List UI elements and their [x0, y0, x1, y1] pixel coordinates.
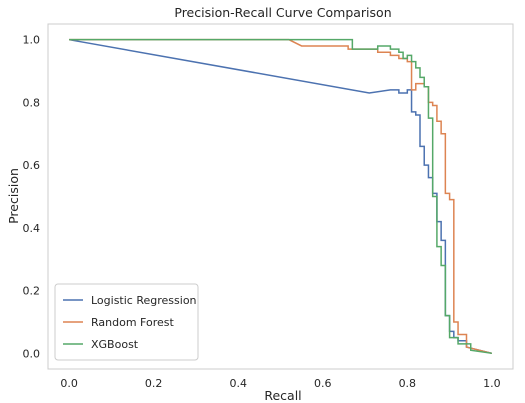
- y-tick-label: 0.4: [23, 222, 41, 235]
- legend-label: Random Forest: [91, 316, 174, 329]
- y-tick-label: 1.0: [23, 34, 41, 47]
- x-tick-label: 0.8: [399, 377, 417, 390]
- series-line-logistic-regression: [69, 38, 493, 355]
- chart-title: Precision-Recall Curve Comparison: [174, 5, 391, 20]
- series-line-xgboost: [69, 38, 492, 355]
- x-tick-label: 0.2: [145, 377, 163, 390]
- x-tick-label: 0.6: [314, 377, 332, 390]
- x-axis-ticks: 0.0 0.2 0.4 0.6 0.8 1.0: [60, 377, 500, 390]
- x-tick-label: 0.0: [60, 377, 78, 390]
- y-tick-label: 0.8: [23, 96, 41, 109]
- y-tick-label: 0.0: [23, 347, 41, 360]
- x-tick-label: 1.0: [483, 377, 501, 390]
- series-layer: [69, 38, 493, 355]
- legend-label: XGBoost: [91, 338, 139, 351]
- x-tick-label: 0.4: [229, 377, 247, 390]
- y-axis-label: Precision: [6, 168, 21, 224]
- x-axis-label: Recall: [264, 388, 301, 403]
- y-tick-label: 0.6: [23, 159, 41, 172]
- legend-label: Logistic Regression: [91, 294, 197, 307]
- y-tick-label: 0.2: [23, 285, 41, 298]
- legend: Logistic Regression Random Forest XGBoost: [54, 283, 199, 361]
- legend-box: [54, 283, 199, 361]
- y-axis-ticks: 0.0 0.2 0.4 0.6 0.8 1.0: [23, 34, 41, 361]
